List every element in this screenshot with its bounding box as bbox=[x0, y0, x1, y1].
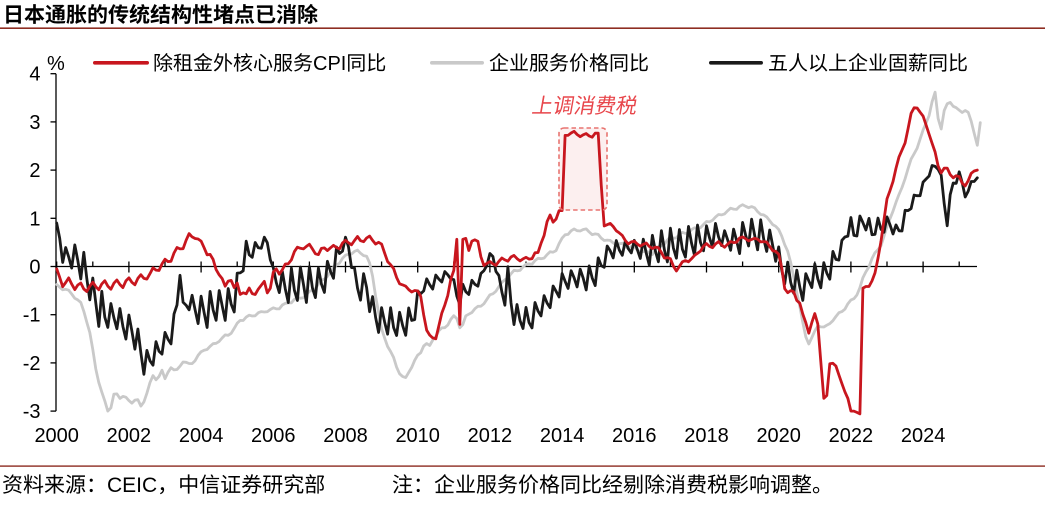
svg-text:2020: 2020 bbox=[756, 425, 801, 447]
svg-text:-2: -2 bbox=[23, 353, 41, 375]
svg-text:-3: -3 bbox=[23, 401, 41, 423]
svg-text:2002: 2002 bbox=[107, 425, 152, 447]
svg-text:2016: 2016 bbox=[612, 425, 657, 447]
svg-text:4: 4 bbox=[29, 64, 40, 86]
svg-text:%: % bbox=[47, 53, 65, 75]
svg-text:1: 1 bbox=[29, 208, 40, 230]
svg-text:3: 3 bbox=[29, 112, 40, 134]
svg-text:2000: 2000 bbox=[34, 425, 79, 447]
svg-text:2022: 2022 bbox=[829, 425, 874, 447]
svg-text:2008: 2008 bbox=[323, 425, 368, 447]
svg-text:0: 0 bbox=[29, 257, 40, 279]
svg-text:-1: -1 bbox=[23, 305, 41, 327]
svg-text:2: 2 bbox=[29, 160, 40, 182]
svg-text:2010: 2010 bbox=[395, 425, 440, 447]
svg-text:CPI: CPI bbox=[313, 53, 346, 75]
svg-text:2012: 2012 bbox=[468, 425, 513, 447]
svg-text:2024: 2024 bbox=[901, 425, 946, 447]
svg-text:2006: 2006 bbox=[251, 425, 296, 447]
svg-text:2004: 2004 bbox=[179, 425, 224, 447]
svg-text:2018: 2018 bbox=[684, 425, 729, 447]
svg-text:2014: 2014 bbox=[540, 425, 585, 447]
svg-text:CEIC: CEIC bbox=[107, 474, 157, 497]
